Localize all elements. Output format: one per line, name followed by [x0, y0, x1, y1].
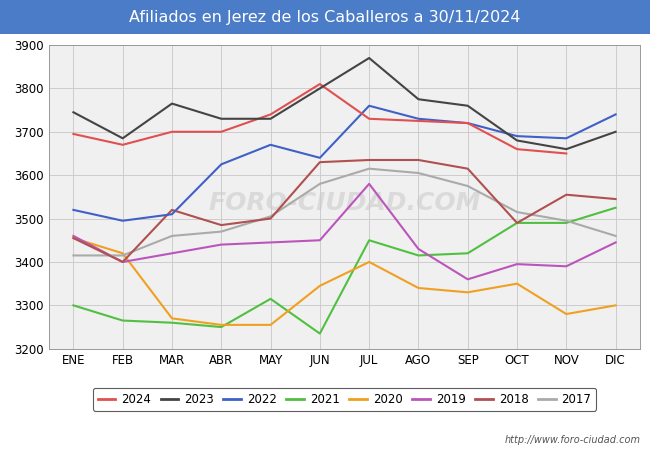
Text: FORO-CIUDAD.COM: FORO-CIUDAD.COM: [208, 191, 481, 215]
Text: Afiliados en Jerez de los Caballeros a 30/11/2024: Afiliados en Jerez de los Caballeros a 3…: [129, 9, 521, 25]
Legend: 2024, 2023, 2022, 2021, 2020, 2019, 2018, 2017: 2024, 2023, 2022, 2021, 2020, 2019, 2018…: [93, 388, 596, 410]
Text: http://www.foro-ciudad.com: http://www.foro-ciudad.com: [504, 435, 640, 445]
